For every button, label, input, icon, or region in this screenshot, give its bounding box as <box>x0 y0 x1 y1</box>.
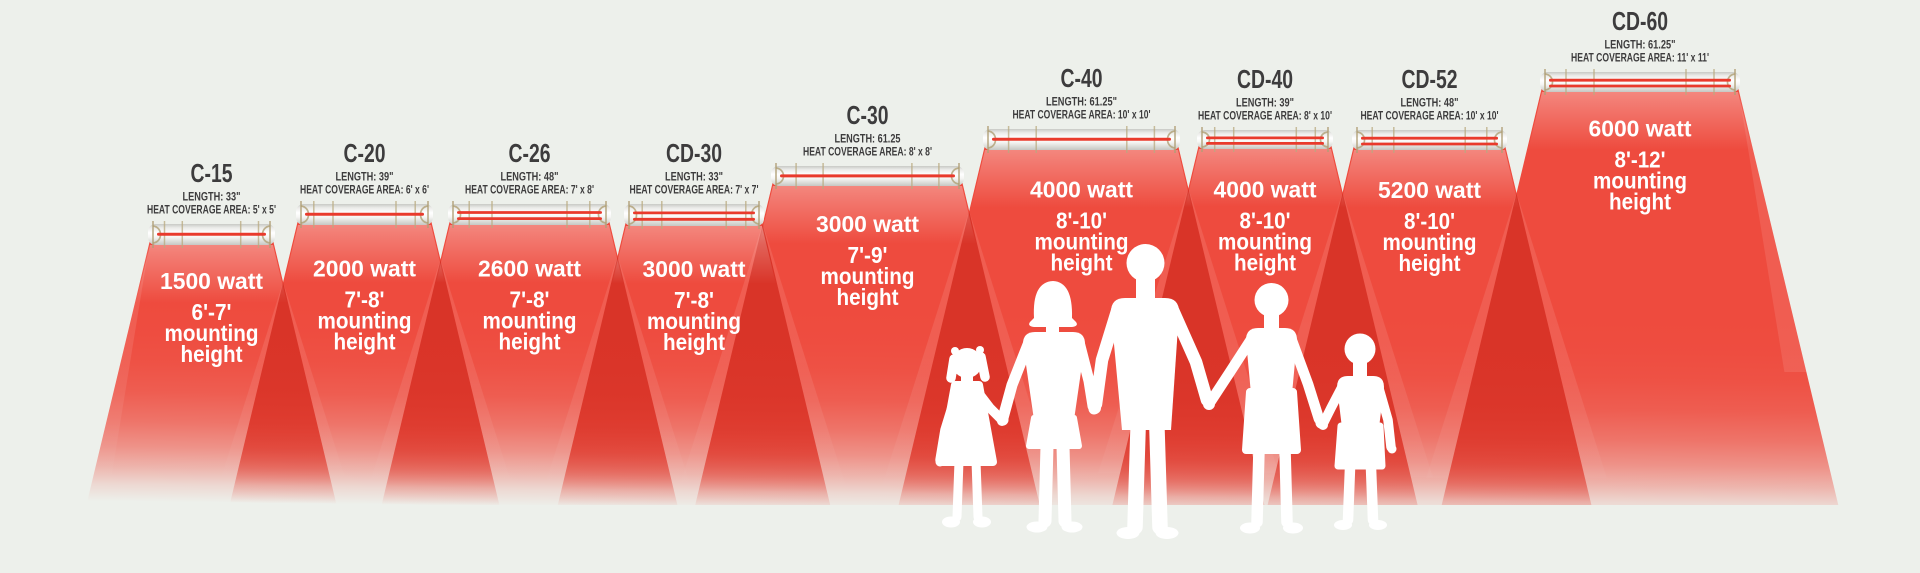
svg-text:HEAT COVERAGE AREA: 10' x 10': HEAT COVERAGE AREA: 10' x 10' <box>1361 109 1499 123</box>
svg-text:mounting: mounting <box>165 320 259 346</box>
svg-text:height: height <box>837 284 899 310</box>
svg-text:6000 watt: 6000 watt <box>1589 116 1692 142</box>
svg-text:height: height <box>499 329 561 355</box>
svg-text:height: height <box>663 329 725 355</box>
svg-text:mounting: mounting <box>1035 229 1129 255</box>
svg-text:3000 watt: 3000 watt <box>643 256 746 282</box>
svg-text:CD-40: CD-40 <box>1237 64 1293 94</box>
svg-text:3000 watt: 3000 watt <box>816 211 919 237</box>
svg-text:C-26: C-26 <box>509 138 551 168</box>
svg-text:LENGTH: 61.25": LENGTH: 61.25" <box>1605 38 1676 52</box>
svg-text:7'-8': 7'-8' <box>510 287 550 313</box>
svg-text:4000 watt: 4000 watt <box>1214 177 1317 203</box>
svg-text:height: height <box>1234 250 1296 276</box>
svg-text:CD-60: CD-60 <box>1612 6 1668 36</box>
svg-text:C-40: C-40 <box>1061 63 1103 93</box>
svg-text:height: height <box>1399 250 1461 276</box>
svg-text:HEAT COVERAGE AREA: 7' x 7': HEAT COVERAGE AREA: 7' x 7' <box>630 183 759 197</box>
svg-text:2600 watt: 2600 watt <box>478 256 581 282</box>
svg-text:7'-8': 7'-8' <box>345 287 385 313</box>
svg-text:6'-7': 6'-7' <box>192 299 232 325</box>
svg-text:LENGTH: 33": LENGTH: 33" <box>183 190 241 204</box>
svg-text:HEAT COVERAGE AREA: 8' x 8': HEAT COVERAGE AREA: 8' x 8' <box>803 145 932 159</box>
svg-text:mounting: mounting <box>1383 229 1477 255</box>
svg-text:height: height <box>1609 189 1671 215</box>
svg-text:height: height <box>1051 250 1113 276</box>
svg-text:CD-52: CD-52 <box>1402 64 1458 94</box>
svg-text:HEAT COVERAGE AREA: 11' x 11': HEAT COVERAGE AREA: 11' x 11' <box>1571 51 1709 65</box>
svg-text:C-15: C-15 <box>191 158 233 188</box>
svg-text:5200 watt: 5200 watt <box>1378 177 1481 203</box>
svg-text:HEAT COVERAGE AREA: 5' x 5': HEAT COVERAGE AREA: 5' x 5' <box>147 203 276 217</box>
svg-text:HEAT COVERAGE AREA: 8' x 10': HEAT COVERAGE AREA: 8' x 10' <box>1198 109 1332 123</box>
svg-text:8'-10': 8'-10' <box>1056 208 1107 234</box>
svg-text:height: height <box>334 329 396 355</box>
svg-text:8'-10': 8'-10' <box>1240 208 1291 234</box>
svg-text:LENGTH: 61.25": LENGTH: 61.25" <box>1046 95 1117 109</box>
svg-text:1500 watt: 1500 watt <box>160 268 263 294</box>
svg-text:4000 watt: 4000 watt <box>1030 177 1133 203</box>
svg-text:LENGTH: 48": LENGTH: 48" <box>1401 96 1459 110</box>
svg-text:LENGTH: 33": LENGTH: 33" <box>665 170 723 184</box>
svg-text:HEAT COVERAGE AREA: 10' x 10': HEAT COVERAGE AREA: 10' x 10' <box>1013 108 1151 122</box>
svg-text:height: height <box>181 341 243 367</box>
svg-text:mounting: mounting <box>1593 168 1687 194</box>
svg-text:LENGTH: 39": LENGTH: 39" <box>336 170 394 184</box>
svg-text:mounting: mounting <box>1218 229 1312 255</box>
svg-text:C-30: C-30 <box>847 100 889 130</box>
svg-text:2000 watt: 2000 watt <box>313 256 416 282</box>
svg-text:7'-9': 7'-9' <box>848 242 888 268</box>
svg-text:HEAT COVERAGE AREA: 7' x 8': HEAT COVERAGE AREA: 7' x 8' <box>465 183 594 197</box>
svg-text:C-20: C-20 <box>344 138 386 168</box>
svg-text:mounting: mounting <box>483 308 577 334</box>
svg-text:LENGTH: 48": LENGTH: 48" <box>501 170 559 184</box>
svg-text:LENGTH: 61.25: LENGTH: 61.25 <box>835 132 901 146</box>
svg-text:mounting: mounting <box>647 308 741 334</box>
svg-text:CD-30: CD-30 <box>666 138 722 168</box>
svg-text:mounting: mounting <box>318 308 412 334</box>
svg-text:8'-12': 8'-12' <box>1615 147 1666 173</box>
svg-text:8'-10': 8'-10' <box>1404 208 1455 234</box>
svg-text:mounting: mounting <box>821 263 915 289</box>
svg-text:7'-8': 7'-8' <box>674 287 714 313</box>
svg-text:LENGTH: 39": LENGTH: 39" <box>1236 96 1294 110</box>
svg-text:HEAT COVERAGE AREA: 6' x 6': HEAT COVERAGE AREA: 6' x 6' <box>300 183 429 197</box>
